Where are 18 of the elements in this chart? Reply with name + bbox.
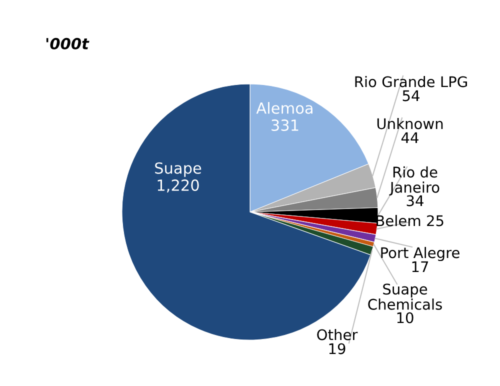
data-label: 44 [401,132,418,144]
data-label: 17 [412,261,428,272]
data-label: 19 [329,343,346,354]
slice-label: Suape Chemicals [368,284,442,310]
slice-label: Alemoa [256,102,312,114]
data-label: 25 [427,215,444,226]
data-label: 10 [397,312,414,324]
data-label: 331 [272,119,298,131]
data-label: 54 [402,90,420,102]
slice-label: Unknown [377,118,443,130]
slice-label: Rio de Janeiro [389,166,440,196]
data-label: 1,220 [158,179,199,193]
data-label: 34 [406,195,424,206]
chart-title: '000t [46,38,90,50]
slice-label: Other [317,328,358,340]
slice-label: Rio Grande LPG [355,76,467,88]
slice-label: Port Alegre [381,246,460,262]
slice-label: Suape [155,162,202,177]
